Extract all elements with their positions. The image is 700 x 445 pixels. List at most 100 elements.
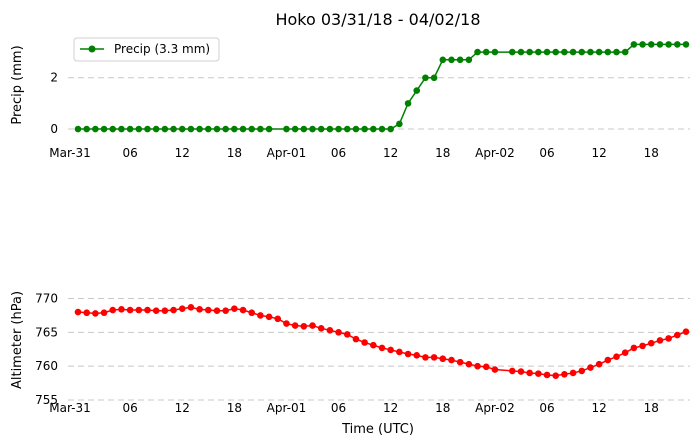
precip-x-tick-label: 06 <box>539 146 554 160</box>
precip-data-point <box>152 125 160 133</box>
precip-x-tick-label: Apr-01 <box>267 146 307 160</box>
precip-data-point <box>335 125 342 133</box>
precip-series <box>74 41 690 133</box>
altimeter-y-tick-label: 770 <box>35 292 58 306</box>
precip-data-point <box>439 56 447 64</box>
precip-data-point <box>535 48 542 56</box>
precip-x-tick-label: 18 <box>644 146 659 160</box>
precip-data-point <box>170 125 177 133</box>
precip-data-point <box>231 125 238 133</box>
precip-x-ticks: Mar-31 06 12 18 Apr-01 06 12 18 Apr-02 06 12 18 <box>49 146 659 160</box>
precip-x-tick-label: 12 <box>383 146 398 160</box>
precip-data-point <box>257 125 264 133</box>
precip-y-tick-label: 0 <box>50 122 58 136</box>
precip-data-point <box>92 125 99 133</box>
altimeter-x-tick-label: 18 <box>644 401 659 415</box>
legend-box <box>73 37 220 62</box>
precip-data-point <box>491 48 499 56</box>
altimeter-data-point <box>465 360 473 368</box>
altimeter-data-point <box>561 370 568 378</box>
altimeter-data-point <box>674 331 681 339</box>
precip-data-point <box>378 125 386 133</box>
altimeter-data-point <box>647 339 655 347</box>
precip-data-point <box>144 125 151 133</box>
altimeter-x-tick-label: 12 <box>592 401 607 415</box>
precip-data-point <box>178 125 186 133</box>
altimeter-x-tick-label: Apr-02 <box>475 401 515 415</box>
altimeter-data-point <box>396 348 403 356</box>
altimeter-data-point <box>231 305 238 312</box>
precip-data-point <box>118 125 125 133</box>
altimeter-y-tick-label: 765 <box>35 325 58 339</box>
altimeter-data-point <box>83 309 90 317</box>
precip-data-point <box>213 125 221 133</box>
altimeter-data-point <box>300 322 308 330</box>
precip-data-point <box>543 48 551 56</box>
precip-data-point <box>639 41 646 48</box>
altimeter-data-point <box>630 344 638 352</box>
legend-marker-sample <box>88 45 96 53</box>
precip-data-point <box>404 100 412 107</box>
precip-y-tick-label: 2 <box>50 71 58 85</box>
precip-data-point <box>682 41 690 48</box>
altimeter-data-point <box>291 322 299 329</box>
altimeter-data-point <box>517 368 525 375</box>
chart-title: Hoko 03/31/18 - 04/02/18 <box>275 10 480 29</box>
precip-data-point <box>343 125 351 133</box>
altimeter-data-point <box>126 306 134 314</box>
precip-data-point <box>517 48 525 56</box>
precip-y-ticks: 02 <box>50 71 58 136</box>
precip-data-point <box>413 87 421 94</box>
precip-data-point <box>396 120 403 128</box>
precip-data-point <box>387 125 394 133</box>
altimeter-data-point <box>152 307 160 315</box>
altimeter-data-point <box>370 341 377 349</box>
precip-data-point <box>630 41 638 48</box>
altimeter-series <box>74 304 690 379</box>
altimeter-y-ticks: 755 760 765 770 <box>35 292 58 407</box>
altimeter-y-tick-label: 760 <box>35 359 58 373</box>
altimeter-data-point <box>535 370 542 377</box>
altimeter-data-point <box>430 354 438 361</box>
altimeter-series-line <box>77 306 687 377</box>
altimeter-data-point <box>196 306 203 313</box>
altimeter-data-point <box>378 344 386 352</box>
precip-data-point <box>474 48 481 56</box>
altimeter-x-tick-label: 12 <box>175 401 190 415</box>
altimeter-x-tick-label: 06 <box>122 401 137 415</box>
precip-data-point <box>265 125 273 133</box>
precip-x-tick-label: 18 <box>227 146 242 160</box>
precip-data-point <box>508 48 516 56</box>
altimeter-x-ticks: Mar-31 06 12 18 Apr-01 06 12 18 Apr-02 06 12 18 <box>49 401 659 415</box>
altimeter-data-point <box>343 331 351 338</box>
precip-data-point <box>300 125 308 133</box>
precip-data-point <box>613 48 620 56</box>
altimeter-data-point <box>413 352 421 359</box>
precip-data-point <box>647 41 655 48</box>
altimeter-data-point <box>109 306 117 314</box>
altimeter-data-point <box>665 335 672 342</box>
altimeter-x-tick-label: 18 <box>227 401 242 415</box>
precip-data-point <box>430 74 438 82</box>
altimeter-data-point <box>604 356 612 364</box>
altimeter-x-tick-label: 06 <box>331 401 346 415</box>
precip-data-point <box>74 125 82 133</box>
altimeter-data-point <box>448 356 455 364</box>
precip-y-axis-label: Precip (mm) <box>10 45 25 124</box>
altimeter-data-point <box>491 366 499 373</box>
precip-data-point <box>422 74 429 82</box>
precip-data-point <box>135 125 143 133</box>
precip-chart: Hoko 03/31/18 - 04/02/18 Precip (mm) 02 … <box>10 10 690 160</box>
precip-data-point <box>291 125 299 133</box>
precip-data-point <box>161 125 169 133</box>
precip-data-point <box>665 41 672 48</box>
altimeter-data-point <box>387 346 394 354</box>
precip-x-tick-label: 18 <box>435 146 450 160</box>
precip-data-point <box>309 125 316 133</box>
precip-data-point <box>621 48 629 56</box>
altimeter-data-point <box>317 324 325 332</box>
altimeter-data-point <box>682 328 690 335</box>
precip-legend: Precip (3.3 mm) <box>73 37 220 62</box>
altimeter-x-tick-label: 18 <box>435 401 450 415</box>
